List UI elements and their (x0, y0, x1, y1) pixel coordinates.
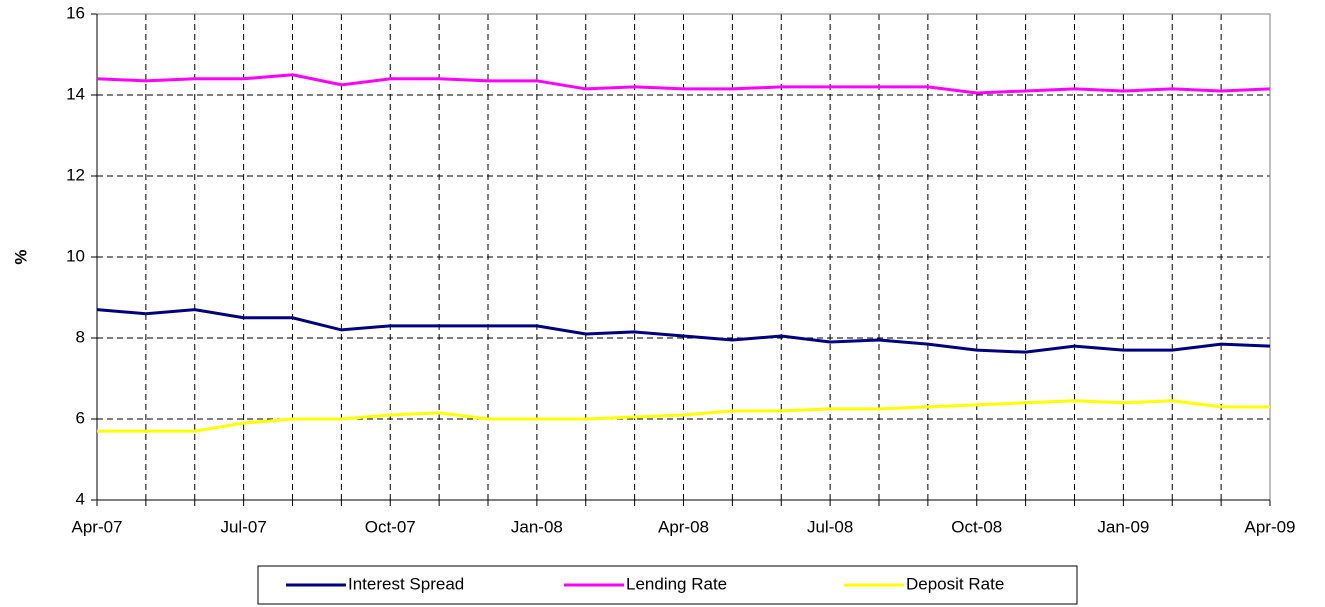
x-tick-label: Jan-09 (1097, 517, 1149, 536)
x-tick-label: Apr-09 (1244, 517, 1295, 536)
x-tick-label: Apr-07 (71, 517, 122, 536)
y-tick-label: 16 (66, 3, 85, 22)
data-line (96, 308, 1271, 354)
x-tick-label: Oct-07 (365, 517, 416, 536)
y-tick-label: 12 (66, 165, 85, 184)
y-axis-label: % (11, 249, 30, 264)
data-line (96, 73, 1271, 95)
x-tick-label: Jan-08 (511, 517, 563, 536)
x-tick-label: Jul-08 (807, 517, 853, 536)
y-tick-label: 6 (76, 408, 85, 427)
data-line (97, 399, 1270, 433)
legend-label: Interest Spread (348, 574, 464, 593)
legend-label: Deposit Rate (906, 574, 1004, 593)
x-tick-label: Apr-08 (658, 517, 709, 536)
legend-label: Lending Rate (626, 574, 727, 593)
y-tick-label: 10 (66, 246, 85, 265)
y-tick-label: 14 (66, 84, 85, 103)
y-tick-label: 4 (76, 489, 85, 508)
legend-box (257, 565, 1078, 605)
x-tick-label: Jul-07 (220, 517, 266, 536)
y-tick-label: 8 (76, 327, 85, 346)
x-tick-label: Oct-08 (951, 517, 1002, 536)
